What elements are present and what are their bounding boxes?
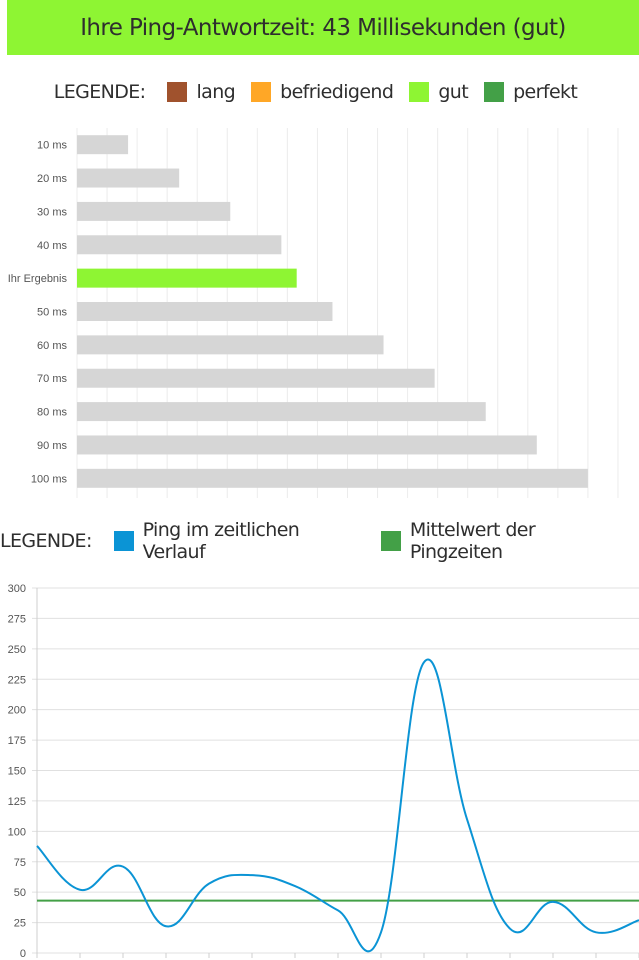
bar-40-ms [77, 235, 282, 255]
y-tick-label: 150 [8, 766, 26, 778]
legend-swatch-mean [381, 531, 401, 551]
legend-swatch-befriedigend [251, 82, 272, 102]
bar-80-ms [77, 402, 486, 422]
bar-100-ms [77, 468, 588, 488]
legend-label-gut: gut [438, 81, 469, 103]
bar-60-ms [77, 335, 384, 355]
bar-category-label: 20 ms [37, 173, 67, 185]
y-tick-label: 175 [8, 735, 26, 747]
legend-title: LEGENDE: [0, 530, 92, 552]
bar-category-label: 60 ms [37, 340, 67, 352]
y-tick-label: 200 [8, 705, 26, 717]
legend-title: LEGENDE: [53, 81, 146, 103]
bar-chart-legend: LEGENDE: lang befriedigend gut perfekt [0, 76, 639, 108]
ping-point [164, 924, 169, 929]
ping-point [465, 817, 470, 822]
y-tick-label: 250 [8, 644, 26, 656]
ping-point [379, 930, 384, 935]
legend-swatch-ping-history [113, 531, 134, 551]
y-tick-label: 0 [20, 948, 26, 960]
y-tick-label: 275 [8, 613, 26, 625]
bar-category-label: 70 ms [37, 373, 67, 385]
y-tick-label: 300 [8, 583, 26, 595]
bar-70-ms [77, 368, 435, 388]
y-tick-label: 225 [8, 674, 26, 686]
y-tick-label: 25 [14, 918, 26, 930]
ping-point [594, 930, 599, 935]
y-tick-label: 50 [14, 887, 26, 899]
bar-category-label: 80 ms [37, 407, 67, 419]
legend-label-mean: Mittelwert der Pingzeiten [409, 519, 536, 563]
ping-history-line [36, 658, 639, 953]
bar-category-label: 10 ms [37, 140, 67, 152]
bar-category-label: Ihr Ergebnis [8, 273, 68, 285]
bar-category-label: 40 ms [37, 240, 67, 252]
bar-10-ms [77, 135, 129, 155]
ping-point [508, 926, 513, 931]
bar-category-label: 100 ms [31, 473, 68, 485]
legend-item-mean: Mittelwert der Pingzeiten [381, 519, 631, 563]
ping-point [78, 887, 83, 892]
line-chart-legend: LEGENDE: Ping im zeitlichen Verlauf Mitt… [0, 519, 639, 563]
bar-20-ms [77, 168, 180, 188]
legend-item-gut: gut [409, 81, 469, 103]
ping-point [551, 899, 556, 904]
bar-30-ms [77, 201, 231, 221]
legend-label-perfekt: perfekt [513, 81, 578, 103]
bar-category-label: 50 ms [37, 307, 67, 319]
result-banner: Ihre Ping-Antwortzeit: 43 Millisekunden … [7, 0, 639, 55]
legend-item-ping-history: Ping im zeitlichen Verlauf [113, 519, 365, 563]
ping-history-line-chart: 0 25 50 75 100 125 150 175 200 225 250 275 300 [8, 583, 639, 960]
bar-50-ms [77, 302, 333, 321]
legend-swatch-gut [409, 82, 430, 102]
legend-swatch-lang [167, 82, 188, 102]
bar-category-label: 90 ms [37, 440, 67, 452]
ping-point [422, 660, 427, 665]
ping-point [35, 843, 40, 848]
ping-point [293, 884, 298, 889]
legend-swatch-perfekt [484, 82, 505, 102]
legend-item-perfekt: perfekt [484, 81, 578, 103]
legend-label-lang: lang [196, 81, 236, 103]
bar-90-ms [77, 435, 537, 455]
legend-item-lang: lang [167, 81, 236, 103]
legend-label-ping-history: Ping im zeitlichen Verlauf [142, 519, 300, 563]
ping-point [250, 873, 255, 878]
legend-label-befriedigend: befriedigend [280, 81, 394, 103]
legend-item-befriedigend: befriedigend [251, 81, 394, 103]
y-tick-label: 100 [8, 826, 26, 838]
ping-point [121, 864, 126, 869]
ping-point [207, 881, 212, 886]
bar-your-result [77, 268, 297, 288]
result-banner-text: Ihre Ping-Antwortzeit: 43 Millisekunden … [80, 14, 566, 41]
line-chart-grid [32, 587, 639, 954]
y-tick-label: 125 [8, 796, 26, 808]
y-tick-label: 75 [14, 857, 26, 869]
ping-comparison-bar-chart: 10 ms 20 ms 30 ms 40 ms Ihr Ergebnis 50 ms 60 … [8, 128, 619, 498]
bar-category-label: 30 ms [37, 206, 67, 218]
ping-point [336, 908, 341, 913]
